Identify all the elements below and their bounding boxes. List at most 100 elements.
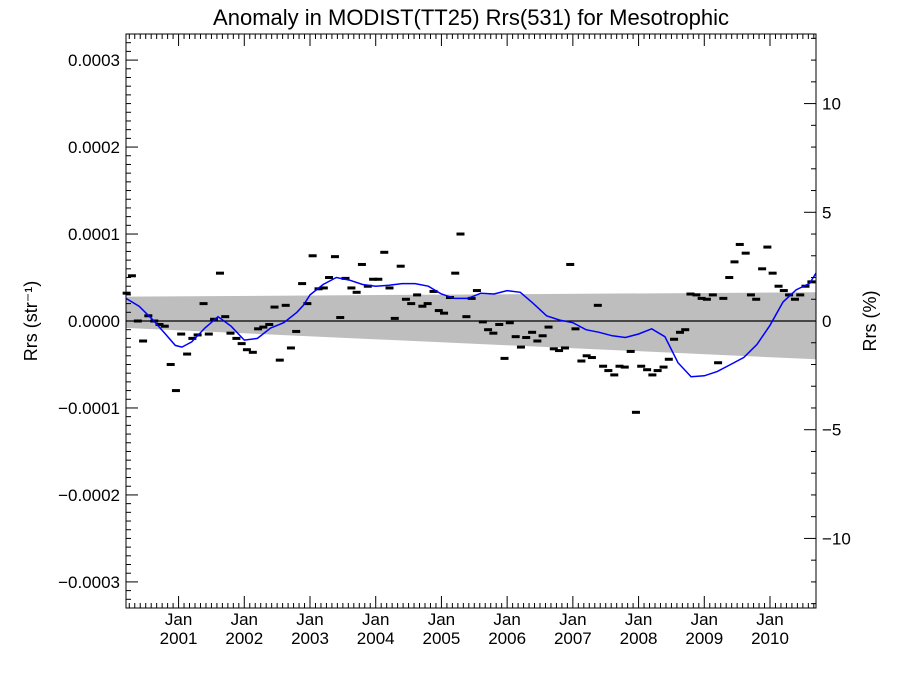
data-point <box>670 337 679 341</box>
x-tick-label-year: 2002 <box>225 629 263 648</box>
data-point <box>171 389 180 393</box>
smoothed-line <box>125 272 817 378</box>
data-point <box>599 364 608 368</box>
x-tick-label-year: 2009 <box>685 629 723 648</box>
y-tick-label-left: 0.0000 <box>68 312 120 331</box>
data-point <box>516 345 525 349</box>
data-point <box>462 315 471 319</box>
data-point <box>604 369 613 373</box>
data-point <box>692 293 701 297</box>
y-axis-label-left: Rrs (str⁻¹) <box>21 281 41 361</box>
data-point <box>204 332 213 336</box>
data-point <box>226 331 235 335</box>
x-tick-label-year: 2008 <box>620 629 658 648</box>
data-point <box>248 350 257 354</box>
data-point <box>675 330 684 334</box>
data-point <box>779 289 788 293</box>
data-point <box>467 296 476 300</box>
data-point <box>407 302 416 306</box>
data-point <box>615 364 624 368</box>
data-point <box>522 336 531 340</box>
data-point <box>631 410 640 414</box>
points-layer <box>122 232 816 414</box>
data-point <box>429 289 438 293</box>
data-point <box>544 325 553 329</box>
data-point <box>758 267 767 271</box>
data-point <box>385 286 394 290</box>
uncertainty-band-layer <box>126 292 816 360</box>
data-point <box>549 347 558 351</box>
y-tick-label-left: −0.0002 <box>58 486 120 505</box>
y-tick-label-right: −10 <box>822 529 851 548</box>
data-point <box>122 291 131 295</box>
data-point <box>725 276 734 280</box>
data-point <box>664 357 673 361</box>
y-axis-label-right: Rrs (%) <box>860 291 880 352</box>
data-point <box>259 325 268 329</box>
data-point <box>533 339 542 343</box>
x-axis: Jan2001Jan2002Jan2003Jan2004Jan2005Jan20… <box>128 34 815 648</box>
y-tick-label-left: 0.0003 <box>68 51 120 70</box>
x-tick-label-month: Jan <box>559 610 586 629</box>
data-point <box>418 304 427 308</box>
x-tick-label-month: Jan <box>691 610 718 629</box>
data-point <box>505 321 514 325</box>
data-point <box>303 302 312 306</box>
data-point <box>774 284 783 288</box>
data-point <box>188 336 197 340</box>
data-point <box>735 242 744 246</box>
data-point <box>555 349 564 353</box>
data-point <box>265 322 274 326</box>
data-point <box>714 361 723 365</box>
data-point <box>752 297 761 301</box>
data-point <box>697 296 706 300</box>
data-point <box>396 264 405 268</box>
y-tick-label-right: 0 <box>822 312 831 331</box>
y-tick-label-right: −5 <box>822 421 841 440</box>
x-tick-label-year: 2004 <box>357 629 395 648</box>
y-tick-label-left: 0.0002 <box>68 138 120 157</box>
data-point <box>413 293 422 297</box>
data-point <box>560 346 569 350</box>
x-tick-label-month: Jan <box>296 610 323 629</box>
data-point <box>500 356 509 360</box>
y-tick-label-left: −0.0003 <box>58 573 120 592</box>
x-tick-label-month: Jan <box>165 610 192 629</box>
uncertainty-band <box>126 292 816 360</box>
x-tick-label-year: 2006 <box>488 629 526 648</box>
data-point <box>528 330 537 334</box>
data-point <box>336 316 345 320</box>
data-point <box>577 359 586 363</box>
data-point <box>648 373 657 377</box>
x-tick-label-year: 2001 <box>160 629 198 648</box>
data-point <box>270 305 279 309</box>
data-point <box>341 276 350 280</box>
y-tick-label-left: 0.0001 <box>68 225 120 244</box>
data-point <box>719 296 728 300</box>
x-tick-label-month: Jan <box>362 610 389 629</box>
x-tick-label-month: Jan <box>428 610 455 629</box>
data-point <box>511 335 520 339</box>
data-point <box>275 358 284 362</box>
data-point <box>702 297 711 301</box>
data-point <box>199 302 208 306</box>
left-axis: 0.0003 0.0002 0.0001 0.0000 −0.0001 −0.0002 −0… <box>58 42 138 609</box>
data-point <box>254 327 263 331</box>
data-point <box>325 276 334 280</box>
y-tick-label-right: 5 <box>822 203 831 222</box>
x-tick-label-year: 2003 <box>291 629 329 648</box>
data-point <box>587 356 596 360</box>
data-point <box>484 328 493 332</box>
x-tick-label-year: 2010 <box>751 629 789 648</box>
data-point <box>643 368 652 372</box>
data-point <box>292 329 301 333</box>
x-tick-label-month: Jan <box>625 610 652 629</box>
data-point <box>357 262 366 266</box>
data-point <box>708 293 717 297</box>
data-point <box>796 293 805 297</box>
data-point <box>401 297 410 301</box>
data-point <box>807 280 816 284</box>
data-point <box>626 349 635 353</box>
data-point <box>785 293 794 297</box>
